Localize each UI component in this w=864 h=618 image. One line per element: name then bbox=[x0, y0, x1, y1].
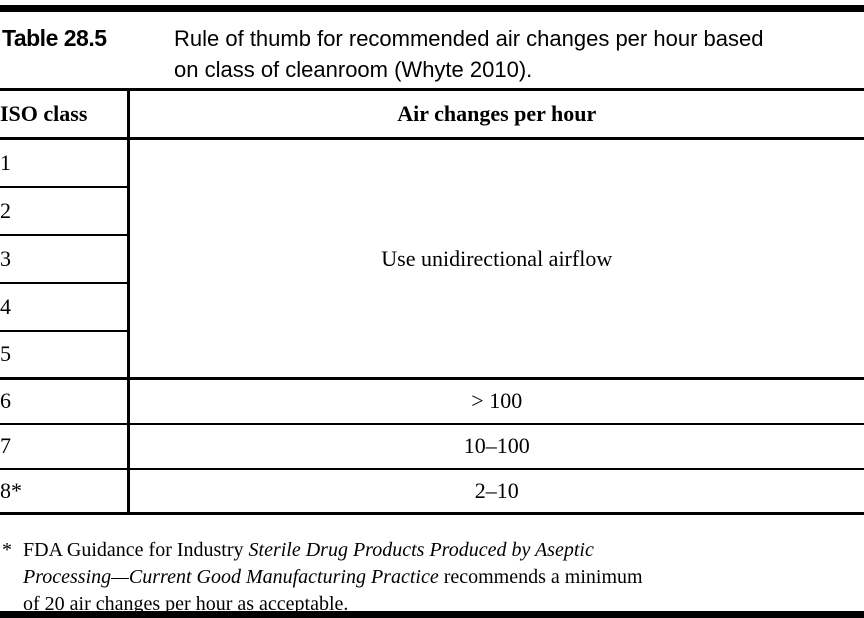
table-row: 6 > 100 bbox=[0, 378, 864, 425]
iso-class-cell: 6 bbox=[0, 378, 128, 425]
merged-airflow-cell: Use unidirectional airflow bbox=[126, 138, 864, 380]
air-changes-table: ISO class Air changes per hour 1 Use uni… bbox=[0, 88, 864, 515]
iso-class-cell: 1 bbox=[0, 138, 128, 188]
table-row: 5 bbox=[0, 330, 864, 380]
bottom-rule-divider bbox=[0, 611, 864, 618]
air-changes-value-cell: > 100 bbox=[126, 378, 864, 425]
table-row: 4 bbox=[0, 282, 864, 332]
iso-class-column-header: ISO class bbox=[0, 89, 128, 140]
iso-class-cell: 3 bbox=[0, 234, 128, 284]
footnote-marker: * bbox=[2, 539, 12, 561]
air-changes-value-cell: 10–100 bbox=[126, 423, 864, 470]
iso-class-cell: 4 bbox=[0, 282, 128, 332]
table-caption: Table 28.5 Rule of thumb for recommended… bbox=[2, 23, 862, 85]
table-row: 1 Use unidirectional airflow bbox=[0, 138, 864, 380]
air-changes-value-cell: 2–10 bbox=[126, 468, 864, 515]
iso-class-cell: 8* bbox=[0, 468, 128, 515]
footnote-line-1: FDA Guidance for Industry Sterile Drug P… bbox=[23, 539, 594, 561]
table-caption-text: Rule of thumb for recommended air change… bbox=[174, 23, 763, 85]
footnote: * FDA Guidance for Industry Sterile Drug… bbox=[2, 537, 842, 618]
iso-class-cell: 7 bbox=[0, 423, 128, 470]
table-row: 2 bbox=[0, 186, 864, 236]
caption-line-2: on class of cleanroom (Whyte 2010). bbox=[174, 57, 533, 82]
footnote-line-3: of 20 air changes per hour as acceptable… bbox=[23, 593, 349, 615]
table-row: 7 10–100 bbox=[0, 423, 864, 470]
table-header-row: ISO class Air changes per hour bbox=[0, 89, 864, 140]
footnote-text: FDA Guidance for Industry Sterile Drug P… bbox=[2, 537, 842, 618]
table-row: 8* 2–10 bbox=[0, 468, 864, 515]
air-changes-column-header: Air changes per hour bbox=[126, 89, 864, 140]
caption-line-1: Rule of thumb for recommended air change… bbox=[174, 26, 764, 51]
top-rule-divider bbox=[0, 5, 864, 12]
iso-class-cell: 2 bbox=[0, 186, 128, 236]
table-number-label: Table 28.5 bbox=[2, 25, 107, 51]
iso-class-cell: 5 bbox=[0, 330, 128, 380]
table-row: 3 bbox=[0, 234, 864, 284]
footnote-line-2: Processing—Current Good Manufacturing Pr… bbox=[23, 566, 643, 588]
